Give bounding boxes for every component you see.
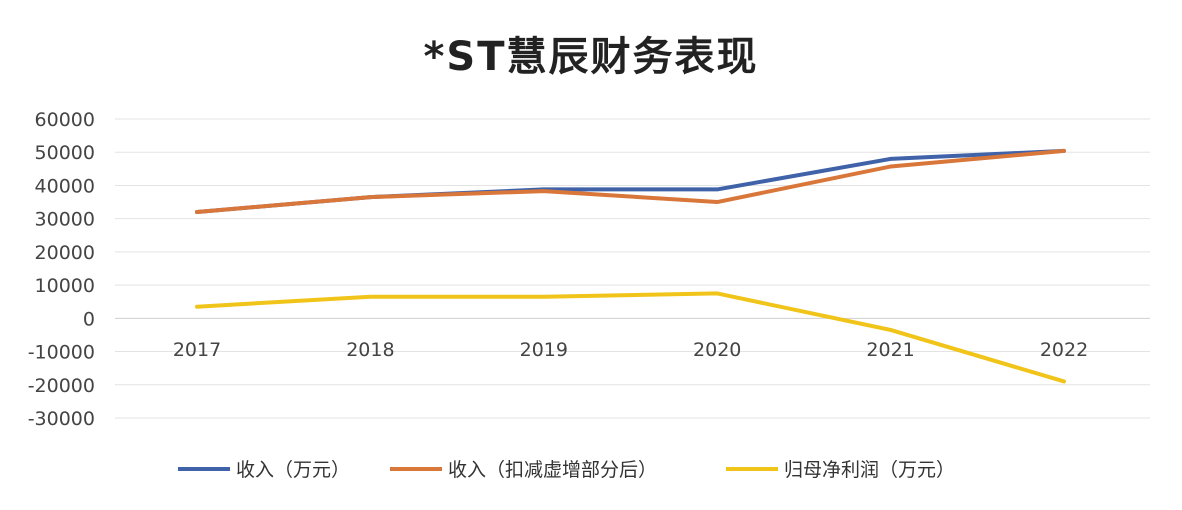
x-tick-label: 2022 bbox=[1040, 339, 1088, 361]
y-tick-label: -10000 bbox=[28, 342, 95, 364]
y-tick-label: 60000 bbox=[35, 109, 95, 131]
legend: 收入（万元） 收入（扣减虚增部分后） 归母净利润（万元） bbox=[178, 459, 955, 481]
y-tick-label: 50000 bbox=[35, 142, 95, 164]
y-tick-label: 20000 bbox=[35, 242, 95, 264]
x-tick-label: 2017 bbox=[173, 339, 221, 361]
series-line-2 bbox=[195, 148, 1066, 215]
series-line-1 bbox=[195, 148, 1066, 215]
y-axis-ticks: 60000 50000 40000 30000 20000 10000 0 -10000 -20… bbox=[28, 109, 95, 430]
legend-label-1: 收入（万元） bbox=[236, 459, 350, 481]
x-tick-label: 2021 bbox=[866, 339, 914, 361]
x-tick-label: 2018 bbox=[346, 339, 394, 361]
y-tick-label: 40000 bbox=[35, 175, 95, 197]
x-tick-label: 2020 bbox=[693, 339, 741, 361]
x-tick-label: 2019 bbox=[520, 339, 568, 361]
x-axis-ticks: 2017 2018 2019 2020 2021 2022 bbox=[173, 339, 1088, 361]
y-tick-label: 10000 bbox=[35, 275, 95, 297]
series-lines bbox=[195, 148, 1066, 384]
y-tick-label: -20000 bbox=[28, 375, 95, 397]
series-line-3 bbox=[195, 291, 1066, 384]
y-tick-label: 30000 bbox=[35, 209, 95, 231]
y-tick-label: -30000 bbox=[28, 408, 95, 430]
y-tick-label: 0 bbox=[83, 308, 95, 330]
legend-label-3: 归母净利润（万元） bbox=[784, 459, 955, 481]
chart-title: *ST慧辰财务表现 bbox=[423, 34, 759, 80]
grid-lines bbox=[115, 118, 1150, 419]
legend-label-2: 收入（扣减虚增部分后） bbox=[448, 459, 657, 481]
